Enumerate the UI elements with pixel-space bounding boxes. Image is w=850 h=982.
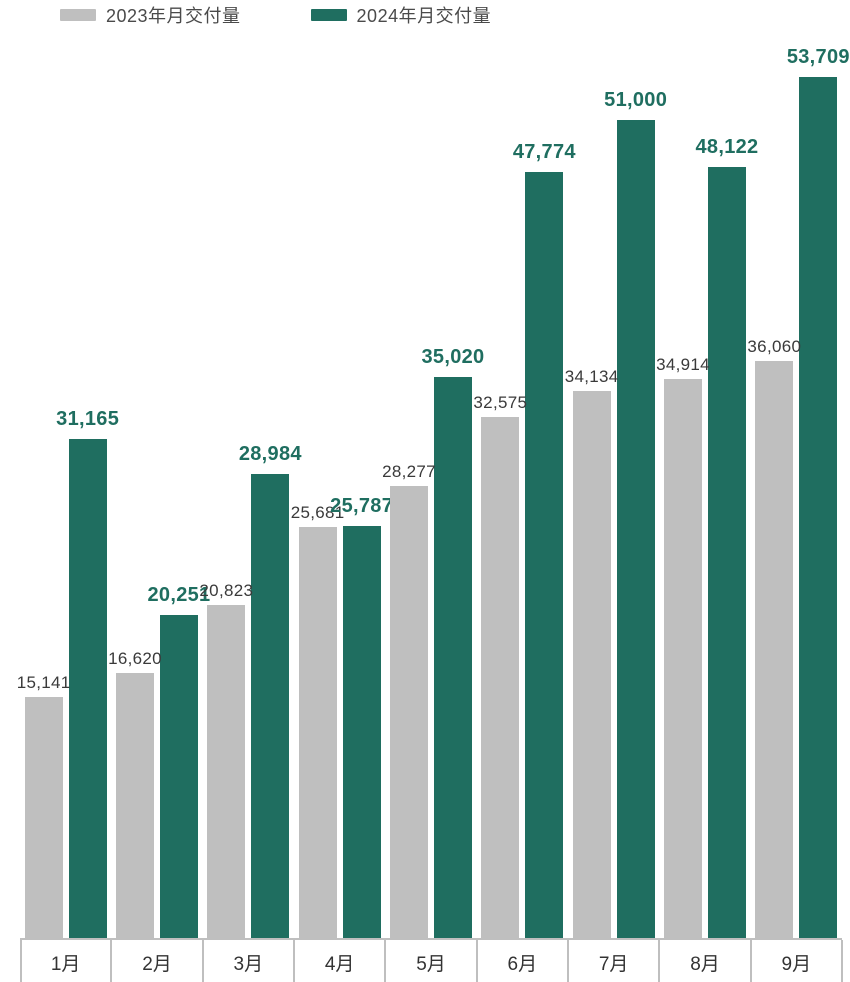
value-label-2024: 48,122: [696, 137, 759, 157]
x-axis-label: 7月: [599, 949, 629, 976]
value-label-2023: 20,823: [199, 582, 253, 599]
legend-item-2024: 2024年月交付量: [311, 2, 492, 28]
x-tick: [384, 940, 386, 982]
bar-2024: [69, 439, 107, 940]
x-tick: [202, 940, 204, 982]
bar-2024: [343, 526, 381, 940]
x-tick: [658, 940, 660, 982]
legend-swatch-2024: [311, 9, 347, 21]
x-tick: [567, 940, 569, 982]
value-label-2023: 36,060: [747, 338, 801, 355]
value-label-2023: 28,277: [382, 463, 436, 480]
x-axis-label: 9月: [782, 949, 812, 976]
bar-2023: [481, 417, 519, 941]
x-tick: [750, 940, 752, 982]
value-label-2023: 34,134: [565, 368, 619, 385]
x-axis-label: 5月: [416, 949, 446, 976]
x-axis-label: 3月: [234, 949, 264, 976]
delivery-bar-chart: 2023年月交付量 2024年月交付量 15,141 31,165 16,620 20…: [0, 0, 850, 982]
x-tick: [841, 940, 843, 982]
value-label-2024: 53,709: [787, 47, 850, 67]
value-label-2023: 15,141: [17, 674, 71, 691]
x-axis: 1月 2月 3月 4月 5月 6月 7月 8月 9月: [20, 940, 842, 982]
bar-2024: [799, 77, 837, 940]
value-label-2023: 16,620: [108, 650, 162, 667]
plot-area: 15,14131,16516,62020,25120,82328,98425,6…: [20, 32, 842, 982]
x-tick: [476, 940, 478, 982]
bar-2023: [664, 379, 702, 940]
bars-area: 15,14131,16516,62020,25120,82328,98425,6…: [20, 32, 842, 940]
x-tick: [20, 940, 22, 982]
x-axis-label: 2月: [142, 949, 172, 976]
value-label-2024: 28,984: [239, 444, 302, 464]
value-label-2024: 51,000: [604, 90, 667, 110]
bar-2023: [207, 605, 245, 940]
bar-2024: [160, 615, 198, 940]
bar-2024: [617, 120, 655, 940]
x-axis-label: 1月: [51, 949, 81, 976]
value-label-2023: 34,914: [656, 356, 710, 373]
legend-label-2023: 2023年月交付量: [106, 2, 241, 28]
bar-2023: [390, 486, 428, 940]
legend-item-2023: 2023年月交付量: [60, 2, 241, 28]
legend-swatch-2023: [60, 9, 96, 21]
x-axis-label: 8月: [690, 949, 720, 976]
bar-2024: [708, 167, 746, 940]
bar-2023: [116, 673, 154, 940]
bar-2023: [755, 361, 793, 941]
bar-2024: [251, 474, 289, 940]
value-label-2024: 47,774: [513, 142, 576, 162]
value-label-2024: 35,020: [422, 347, 485, 367]
value-label-2023: 32,575: [473, 394, 527, 411]
bar-2023: [573, 391, 611, 940]
bar-2024: [434, 377, 472, 940]
bar-2023: [299, 527, 337, 940]
x-tick: [110, 940, 112, 982]
value-label-2024: 31,165: [56, 409, 119, 429]
bar-2023: [25, 697, 63, 940]
x-axis-label: 4月: [325, 949, 355, 976]
legend: 2023年月交付量 2024年月交付量: [60, 2, 491, 28]
legend-label-2024: 2024年月交付量: [357, 2, 492, 28]
x-axis-label: 6月: [508, 949, 538, 976]
x-tick: [293, 940, 295, 982]
bar-2024: [525, 172, 563, 940]
value-label-2024: 25,787: [330, 496, 393, 516]
